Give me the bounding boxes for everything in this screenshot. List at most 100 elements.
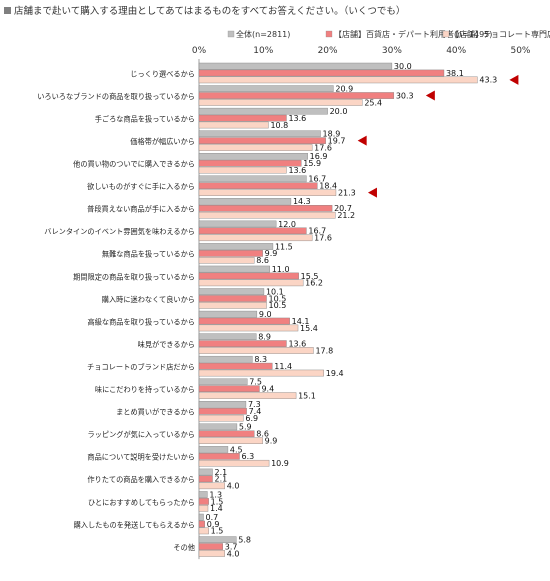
category-label: チョコレートのブランド店だから <box>87 362 195 371</box>
legend-label: 【店舗】チョコレート専門店(n=779) <box>451 29 550 39</box>
bar <box>198 243 274 250</box>
category-label: その他 <box>173 543 195 552</box>
legend-swatch <box>227 30 235 38</box>
value-label: 15.9 <box>303 159 321 168</box>
value-label: 16.7 <box>308 175 326 184</box>
value-label: 21.3 <box>338 188 356 197</box>
value-label: 1.5 <box>211 497 224 506</box>
bar <box>198 198 292 205</box>
value-label: 8.3 <box>254 355 267 364</box>
bar <box>198 355 253 363</box>
bar <box>198 505 209 512</box>
bar <box>198 114 287 122</box>
value-label: 9.0 <box>259 310 272 319</box>
value-label: 1.5 <box>211 527 224 536</box>
bar <box>198 369 324 377</box>
value-label: 16.9 <box>310 152 328 161</box>
legend-label: 全体(n=2811) <box>236 29 290 39</box>
bar <box>198 430 255 438</box>
category-label: ひとにおすすめしてもらったから <box>88 498 195 507</box>
bar <box>198 175 307 183</box>
value-label: 13.6 <box>288 114 306 123</box>
bar <box>198 520 205 528</box>
bar <box>198 340 287 347</box>
x-tick-label: 20% <box>318 46 338 56</box>
bar <box>198 121 269 129</box>
value-label: 6.9 <box>245 414 258 423</box>
bar <box>198 92 395 99</box>
bar <box>198 69 445 77</box>
category-labels: じっくり選べるからいろいろなブランドの商品を取り扱っているから手ごろな商品を扱っ… <box>37 69 195 552</box>
bar <box>198 295 267 302</box>
value-label: 1.4 <box>210 504 223 513</box>
bar <box>198 491 208 498</box>
category-label: まとめ買いができるから <box>116 408 195 417</box>
legend-swatch <box>442 30 450 38</box>
bar <box>198 234 313 242</box>
bar <box>198 550 225 557</box>
value-label: 9.4 <box>261 385 274 394</box>
bar <box>198 227 307 235</box>
value-label: 13.6 <box>288 339 306 348</box>
value-label: 5.8 <box>238 535 251 544</box>
bar <box>198 513 204 521</box>
value-label: 8.9 <box>258 333 271 342</box>
value-labels: 30.038.143.320.930.325.420.013.610.818.9… <box>206 62 498 558</box>
category-label: 購入時に迷わなくて良いから <box>102 295 195 304</box>
legend-label: 【店舗】百貨店・デパート利用者(n=1495) <box>334 29 492 39</box>
x-tick-label: 50% <box>510 46 530 56</box>
category-label: 価格帯が幅広いから <box>130 137 195 146</box>
value-label: 10.5 <box>269 294 287 303</box>
category-label: いろいろなブランドの商品を取り扱っているから <box>37 92 195 101</box>
value-label: 10.9 <box>271 459 289 468</box>
value-label: 17.6 <box>314 143 332 152</box>
category-label: 手ごろな商品を扱っているから <box>95 114 195 123</box>
category-label: バレンタインのイベント雰囲気を味わえるから <box>44 227 195 236</box>
bar <box>198 257 255 264</box>
value-label: 4.0 <box>227 482 240 491</box>
value-label: 19.7 <box>328 136 346 145</box>
bar <box>198 401 247 408</box>
bar <box>198 211 336 219</box>
bar <box>198 107 328 115</box>
value-label: 3.7 <box>225 542 238 551</box>
category-label: 普段買えない商品が手に入るから <box>87 205 195 214</box>
value-label: 19.4 <box>326 369 344 378</box>
bar <box>198 189 337 196</box>
bar <box>198 333 257 341</box>
value-label: 1.3 <box>209 490 222 499</box>
category-label: 高級な商品を取り扱っているから <box>88 317 195 326</box>
value-label: 15.4 <box>300 324 318 333</box>
bar <box>198 310 258 318</box>
value-label: 18.4 <box>319 182 337 191</box>
highlight-arrow-icon <box>425 90 435 101</box>
value-label: 18.9 <box>323 130 341 139</box>
value-label: 21.2 <box>337 211 355 220</box>
bar <box>198 204 333 212</box>
bar <box>198 527 209 535</box>
value-label: 15.5 <box>301 272 319 281</box>
value-label: 2.1 <box>215 468 228 477</box>
category-label: ラッピングが気に入っているから <box>88 430 195 439</box>
bar <box>198 279 304 287</box>
value-label: 16.2 <box>305 279 323 288</box>
value-label: 0.7 <box>206 513 219 522</box>
value-label: 30.0 <box>394 62 412 71</box>
value-label: 13.6 <box>288 166 306 175</box>
bar <box>198 423 238 431</box>
value-label: 7.4 <box>249 407 262 416</box>
legend: 全体(n=2811) 【店舗】百貨店・デパート利用者(n=1495)【店舗】チョコ… <box>227 29 550 39</box>
bar <box>198 62 393 70</box>
value-label: 0.9 <box>207 520 220 529</box>
bar <box>198 536 237 543</box>
bar <box>198 498 209 505</box>
bar <box>198 272 299 280</box>
value-label: 9.9 <box>265 437 278 446</box>
bar <box>198 385 260 393</box>
value-label: 8.6 <box>256 256 269 265</box>
title-bullet-icon <box>4 7 11 14</box>
chart-title: 店舗まで赴いて購入する理由としてあてはまるものをすべてお答えください。（いくつで… <box>4 3 405 17</box>
value-label: 30.3 <box>396 91 414 100</box>
category-label: 無難な商品を扱っているから <box>102 250 195 259</box>
value-label: 2.1 <box>215 475 228 484</box>
